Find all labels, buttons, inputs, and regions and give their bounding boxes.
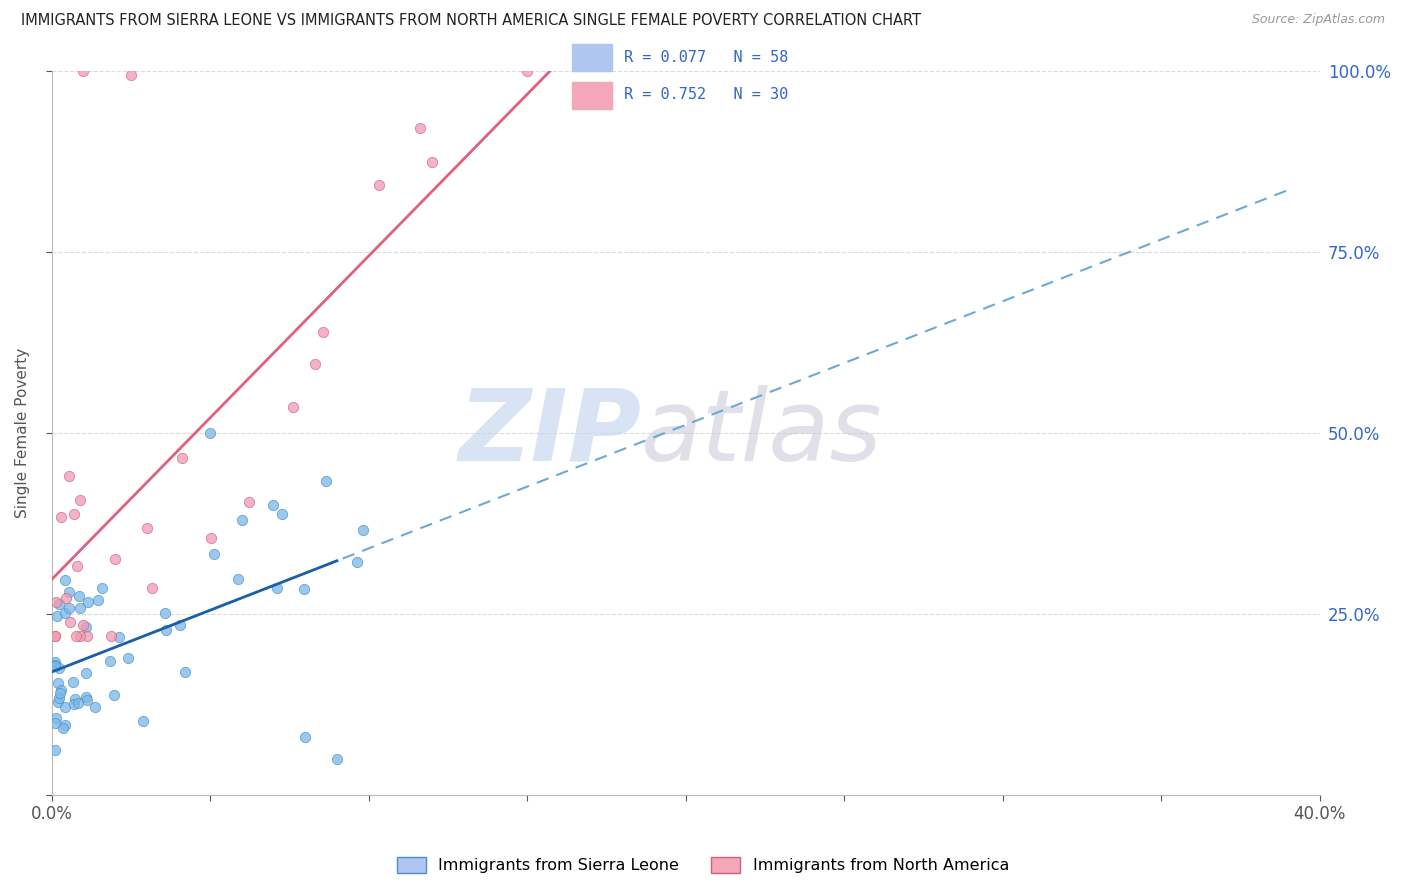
Point xyxy=(117,650,139,665)
Point xyxy=(346,555,368,569)
Point xyxy=(226,572,249,586)
Point xyxy=(135,521,157,535)
Point xyxy=(141,581,163,595)
Point xyxy=(281,401,304,415)
Point xyxy=(72,617,94,632)
Point xyxy=(352,523,374,537)
Point xyxy=(202,547,225,561)
Point xyxy=(44,716,66,731)
Point xyxy=(58,469,80,483)
Point xyxy=(409,121,432,136)
Point xyxy=(66,558,89,573)
Point xyxy=(48,660,70,674)
Point xyxy=(55,591,77,606)
Point xyxy=(266,582,288,596)
Point xyxy=(44,629,66,643)
Point xyxy=(238,495,260,509)
Point xyxy=(49,686,72,700)
Point xyxy=(75,620,97,634)
Point xyxy=(63,691,86,706)
Point xyxy=(46,695,69,709)
Point xyxy=(76,693,98,707)
Point xyxy=(103,688,125,702)
Point xyxy=(44,658,66,673)
Point xyxy=(53,606,76,620)
Point xyxy=(46,675,69,690)
Point xyxy=(420,155,443,169)
Point xyxy=(62,697,84,711)
Point xyxy=(108,631,131,645)
Point xyxy=(69,600,91,615)
Point xyxy=(48,597,70,611)
Point xyxy=(132,714,155,728)
Point xyxy=(262,499,284,513)
Point xyxy=(367,178,389,192)
Point xyxy=(516,64,538,78)
Point xyxy=(76,665,98,680)
Point xyxy=(63,508,86,522)
Point xyxy=(153,606,176,620)
Point xyxy=(271,507,294,521)
Point xyxy=(90,581,112,595)
Point xyxy=(120,68,142,82)
Point xyxy=(170,450,193,465)
Point xyxy=(69,629,91,643)
Point xyxy=(315,474,337,488)
Point xyxy=(53,717,76,731)
Point xyxy=(198,425,221,440)
Point xyxy=(45,595,67,609)
Point xyxy=(59,615,82,629)
Point xyxy=(98,655,121,669)
Legend: Immigrants from Sierra Leone, Immigrants from North America: Immigrants from Sierra Leone, Immigrants… xyxy=(391,850,1015,880)
Point xyxy=(44,658,66,673)
Bar xyxy=(572,44,612,71)
Point xyxy=(53,573,76,587)
Point xyxy=(52,721,75,735)
Text: atlas: atlas xyxy=(641,384,883,482)
Point xyxy=(169,618,191,632)
Point xyxy=(69,493,91,508)
Bar xyxy=(572,82,612,110)
Y-axis label: Single Female Poverty: Single Female Poverty xyxy=(15,348,30,518)
Point xyxy=(44,655,66,669)
Text: R = 0.077   N = 58: R = 0.077 N = 58 xyxy=(624,50,789,65)
Point xyxy=(326,752,349,766)
Text: IMMIGRANTS FROM SIERRA LEONE VS IMMIGRANTS FROM NORTH AMERICA SINGLE FEMALE POVE: IMMIGRANTS FROM SIERRA LEONE VS IMMIGRAN… xyxy=(21,13,921,29)
Point xyxy=(58,600,80,615)
Point xyxy=(46,609,69,624)
Point xyxy=(53,700,76,714)
Point xyxy=(87,593,110,607)
Point xyxy=(44,743,66,757)
Point xyxy=(67,589,90,603)
Point xyxy=(44,658,66,673)
Point xyxy=(62,675,84,690)
Point xyxy=(173,665,195,679)
Point xyxy=(84,700,107,714)
Point xyxy=(155,624,177,638)
Point xyxy=(48,691,70,706)
Point xyxy=(49,510,72,524)
Point xyxy=(200,531,222,545)
Point xyxy=(44,629,66,643)
Point xyxy=(49,682,72,697)
Point xyxy=(58,584,80,599)
Point xyxy=(231,513,253,527)
Text: R = 0.752   N = 30: R = 0.752 N = 30 xyxy=(624,87,789,103)
Point xyxy=(45,711,67,725)
Point xyxy=(66,696,89,710)
Point xyxy=(294,730,316,744)
Point xyxy=(292,582,315,597)
Text: Source: ZipAtlas.com: Source: ZipAtlas.com xyxy=(1251,13,1385,27)
Point xyxy=(65,629,87,643)
Point xyxy=(75,690,97,704)
Point xyxy=(76,629,98,643)
Point xyxy=(104,552,127,566)
Point xyxy=(312,325,335,339)
Text: ZIP: ZIP xyxy=(458,384,641,482)
Point xyxy=(72,64,94,78)
Point xyxy=(76,595,98,609)
Point xyxy=(304,357,326,371)
Point xyxy=(100,629,122,643)
